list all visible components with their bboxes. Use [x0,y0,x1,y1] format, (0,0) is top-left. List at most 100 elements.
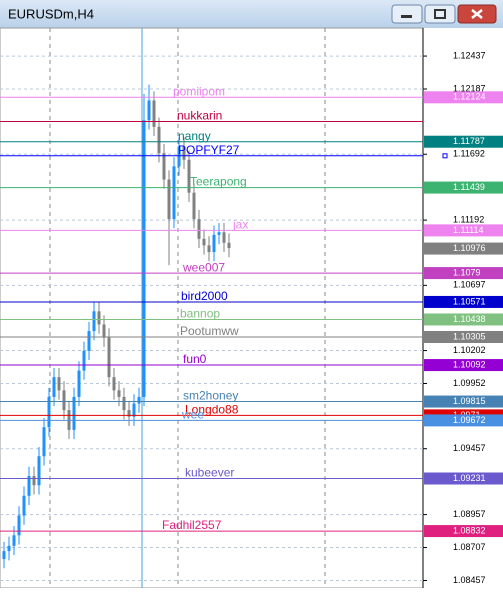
level-name: fun0 [183,352,207,366]
candle-body [127,410,131,417]
candle-body [52,377,56,397]
price-label-box [424,267,503,280]
candle-body [197,219,201,239]
price-label: 1.10571 [453,296,486,306]
candle-body [97,311,101,325]
candle-body [62,390,66,411]
price-label-box [424,414,503,427]
level-name: jax [232,218,248,232]
candle-body [92,311,96,332]
candle-body [7,545,11,552]
price-label: 1.09815 [453,396,486,406]
level-name: kubeever [185,466,234,480]
y-tick-label: 1.09952 [453,378,486,388]
price-label-box [424,91,503,104]
price-label: 1.08832 [453,525,486,535]
candle-body [42,427,46,457]
candle-body [202,238,206,246]
candle-body [17,515,21,536]
level-name: Pootumww [180,324,239,338]
minimize-icon [401,15,412,18]
price-label: 1.1079 [453,267,481,277]
candle-body [217,232,221,235]
close-icon [471,9,483,19]
candle-body [57,377,61,391]
candle-body [152,100,156,127]
price-label: 1.11439 [453,182,485,192]
y-tick-label: 1.08457 [453,575,486,585]
candle-body [112,377,116,391]
level-name: bird2000 [181,289,228,303]
candle-body [77,370,81,397]
window-buttons[interactable] [391,4,497,24]
candle-body [132,403,136,417]
candle-body [157,126,161,154]
y-tick-label: 1.12437 [453,50,486,60]
candle-body [107,337,111,378]
price-label-box [424,242,503,255]
price-label: 1.09231 [453,473,486,483]
level-name: wee [181,408,204,422]
price-label-box [424,224,503,237]
level-name: bannop [180,307,220,321]
level-name: sm2honey [183,389,238,403]
candle-body [137,396,141,404]
y-tick-label: 1.08707 [453,542,486,552]
maximize-icon [434,9,446,19]
price-label: 1.12124 [453,92,486,102]
price-label: 1.09672 [453,415,486,425]
candle-body [192,192,196,220]
y-tick-label: 1.09457 [453,443,486,453]
candle-body [72,396,76,430]
price-label-box [424,313,503,326]
price-label: 1.10976 [453,243,486,253]
maximize-button[interactable] [424,4,456,24]
price-label-box [424,525,503,538]
candle-body [22,495,26,516]
candle-body [207,245,211,252]
price-label-box [424,472,503,485]
candle-body [122,396,126,411]
price-label-box [424,181,503,194]
price-label-box [424,395,503,408]
candle-body [167,179,171,220]
candle-body [177,146,181,167]
level-name: nukkarin [177,109,222,123]
candle-body [227,242,231,249]
candle-body [37,456,41,486]
candle-body [87,331,91,351]
candle-body [2,551,6,560]
price-label-box [424,135,503,148]
level-name: pomiipom [173,84,225,98]
level-name: Fadhil2557 [162,518,222,532]
price-label: 1.10092 [453,359,486,369]
level-name: Teerapong [190,175,247,189]
selection-handle [442,153,448,159]
candle-body [147,100,151,121]
candle-body [142,120,146,397]
level-name: Longdo88 [185,403,239,417]
level-name: POPFYF27 [178,143,240,157]
window-title: EURUSDm,H4 [8,6,94,21]
candle-body [187,159,191,193]
candle-body [182,146,186,160]
price-label-box [424,295,503,308]
candle-body [117,390,121,397]
minimize-button[interactable] [391,4,423,24]
price-label: 1.10305 [453,331,486,341]
candle-body [27,476,31,496]
candle-body [212,234,216,252]
y-tick-label: 1.10697 [453,280,486,290]
y-tick-label: 1.11192 [453,214,484,224]
candle-body [102,324,106,338]
price-label: 1.10438 [453,314,486,324]
candle-body [12,535,16,546]
price-label: 1.11787 [453,136,485,146]
candle-body [32,476,36,486]
y-tick-label: 1.08957 [453,509,486,519]
y-tick-label: 1.10202 [453,345,486,355]
candle-body [162,153,166,180]
y-tick-label: 1.11692 [453,149,485,159]
